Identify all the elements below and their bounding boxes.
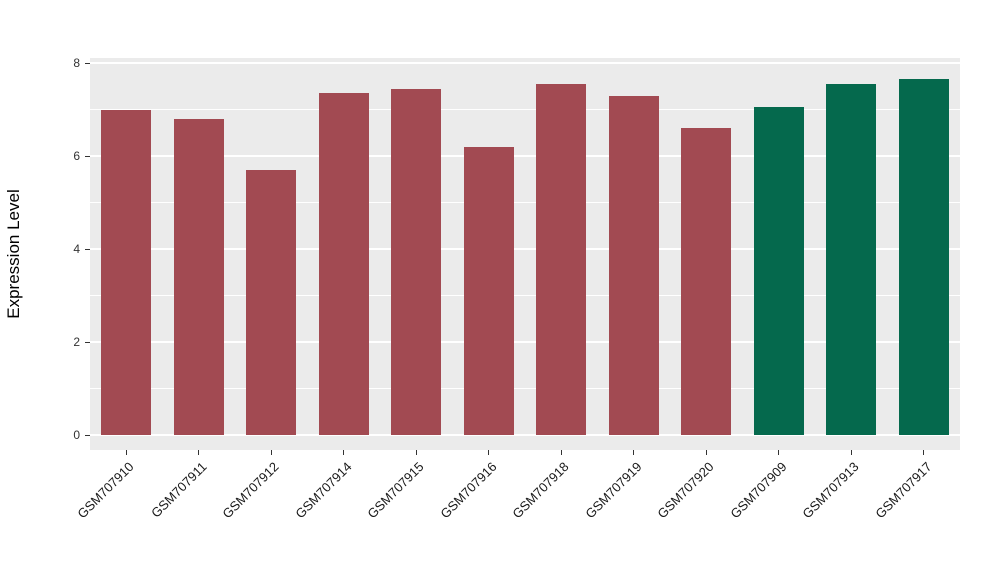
bar [173, 118, 224, 435]
y-tick-mark [85, 435, 90, 436]
gridline-major [90, 341, 960, 343]
y-tick-mark [85, 249, 90, 250]
x-tick-mark [778, 450, 780, 455]
x-tick-mark [343, 450, 345, 455]
bar [898, 79, 949, 435]
x-tick-label: GSM707910 [74, 459, 137, 522]
x-tick-label: GSM707915 [364, 459, 427, 522]
bar [681, 128, 732, 435]
x-tick-label: GSM707920 [654, 459, 717, 522]
x-tick-label: GSM707912 [219, 459, 282, 522]
bar [101, 109, 152, 435]
x-tick-mark [415, 450, 417, 455]
x-tick-mark [705, 450, 707, 455]
gridline-minor [90, 109, 960, 110]
gridline-major [90, 62, 960, 64]
y-tick-label: 6 [73, 149, 80, 163]
y-tick-label: 2 [73, 335, 80, 349]
bar [826, 83, 877, 435]
gridline-minor [90, 202, 960, 203]
x-tick-mark [923, 450, 925, 455]
x-tick-mark [488, 450, 490, 455]
y-tick-mark [85, 156, 90, 157]
y-axis-title: Expression Level [4, 189, 23, 319]
y-tick-label: 0 [73, 428, 80, 442]
x-tick-mark [633, 450, 635, 455]
x-tick-label: GSM707911 [147, 459, 210, 521]
x-tick-label: GSM707913 [799, 459, 862, 522]
bar [246, 169, 297, 435]
x-tick-mark [125, 450, 127, 455]
bar [608, 95, 659, 435]
gridline-major [90, 248, 960, 250]
y-tick-label: 4 [73, 242, 80, 256]
plot-panel [90, 58, 960, 450]
y-tick-mark [85, 63, 90, 64]
bar [463, 146, 514, 435]
gridline-minor [90, 295, 960, 296]
x-tick-mark [198, 450, 200, 455]
x-tick-label: GSM707918 [509, 459, 572, 522]
x-tick-label: GSM707909 [727, 459, 790, 522]
bar [391, 88, 442, 435]
gridline-major [90, 155, 960, 157]
gridline-major [90, 434, 960, 436]
x-tick-mark [270, 450, 272, 455]
x-tick-mark [850, 450, 852, 455]
x-tick-label: GSM707916 [437, 459, 500, 522]
gridline-minor [90, 388, 960, 389]
y-tick-mark [85, 342, 90, 343]
x-tick-mark [560, 450, 562, 455]
x-tick-label: GSM707914 [292, 459, 355, 522]
x-tick-label: GSM707919 [582, 459, 645, 522]
x-tick-label: GSM707917 [872, 459, 935, 522]
bar [318, 93, 369, 435]
y-tick-label: 8 [73, 56, 80, 70]
bar [536, 83, 587, 435]
bar [753, 107, 804, 435]
